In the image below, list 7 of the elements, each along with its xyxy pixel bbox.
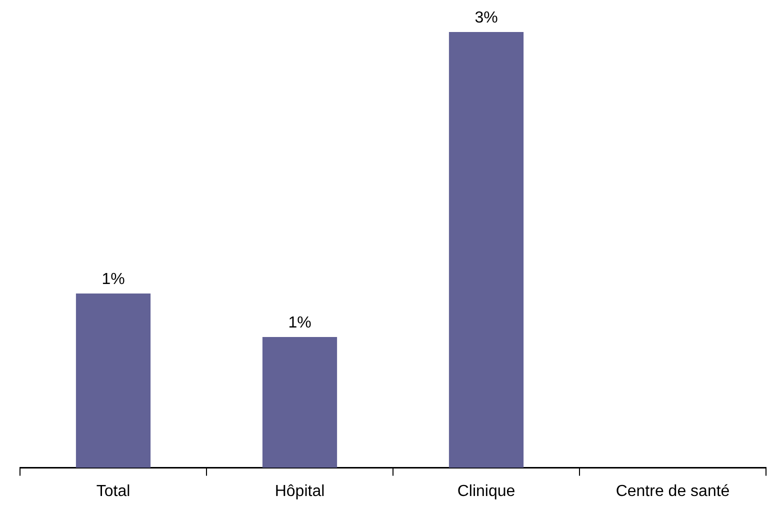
x-tick-label: Hôpital: [274, 482, 325, 500]
data-label: 1%: [102, 270, 125, 288]
x-tick-label: Total: [96, 482, 130, 500]
x-tick-label: Centre de santé: [616, 482, 730, 500]
data-label: 3%: [474, 9, 498, 26]
data-label: 1%: [288, 314, 312, 332]
x-tick-label: Clinique: [457, 482, 516, 500]
